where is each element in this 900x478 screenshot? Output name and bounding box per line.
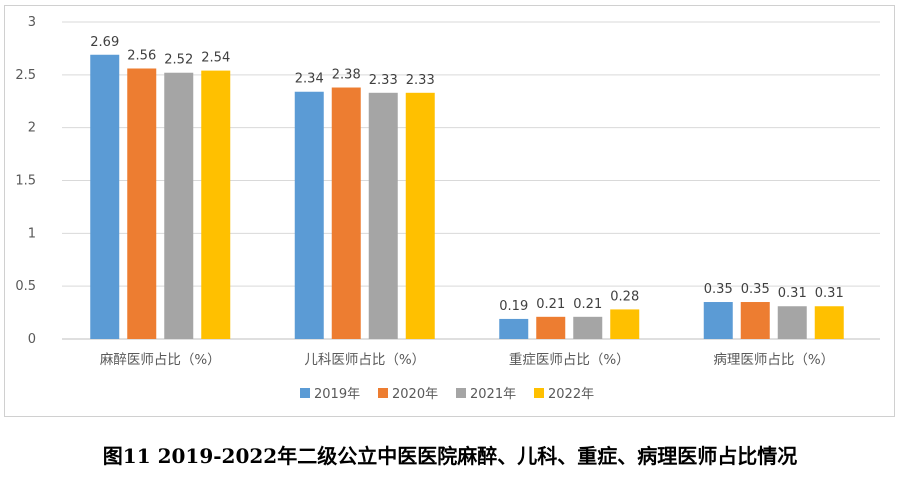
y-tick-label: 3 [28,15,36,30]
bar-3-4 [777,306,807,339]
legend-swatch [534,388,544,398]
legend-label: 2019年 [314,387,360,402]
figure-caption: 图11 2019-2022年二级公立中医医院麻醉、儿科、重症、病理医师占比情况 [102,444,798,468]
bar-4-1 [201,70,231,340]
category-label: 重症医师占比（%） [509,352,630,368]
y-tick-label: 1 [28,226,36,241]
category-label: 麻醉医师占比（%） [100,352,221,368]
bar-1-4 [703,302,733,339]
data-label: 0.35 [704,282,733,297]
bar-2-3 [536,316,566,339]
bar-4-2 [405,92,435,340]
y-tick-label: 0 [28,332,36,347]
data-label: 2.34 [295,72,324,87]
legend-label: 2022年 [548,387,594,402]
bar-2-4 [740,302,770,339]
legend-swatch [378,388,388,398]
legend-swatch [300,388,310,398]
data-label: 2.52 [164,53,193,68]
legend-label: 2021年 [470,387,516,402]
y-tick-label: 0.5 [15,279,36,294]
bar-1-1 [90,54,120,340]
data-label: 0.21 [536,297,565,312]
data-label: 2.33 [369,73,398,88]
bar-chart: 0 0.5 1 1.5 2 2.5 3 2.69 2.56 2.52 2.54 麻醉医师占比（%） 2.… [15,15,880,402]
data-label: 0.21 [573,297,602,312]
category-label: 病理医师占比（%） [713,352,834,368]
bar-3-1 [164,72,194,339]
data-label: 0.19 [499,299,528,314]
bar-4-3 [610,309,640,339]
bar-2-1 [127,68,157,339]
bar-1-3 [499,318,529,339]
data-label: 2.69 [90,35,119,50]
y-tick-label: 1.5 [15,174,36,189]
bar-3-3 [573,316,603,339]
bar-4-4 [814,306,844,339]
bar-3-2 [368,92,398,340]
data-label: 0.28 [610,289,639,304]
category-label: 儿科医师占比（%） [304,352,425,368]
data-label: 0.31 [778,286,807,301]
data-label: 2.38 [332,68,361,83]
data-label: 2.54 [201,51,230,66]
bar-2-2 [331,87,361,339]
data-label: 0.31 [815,286,844,301]
y-tick-label: 2.5 [15,68,36,83]
bar-1-2 [294,91,324,340]
legend-swatch [456,388,466,398]
data-label: 2.33 [406,73,435,88]
data-label: 0.35 [741,282,770,297]
legend-label: 2020年 [392,387,438,402]
y-tick-label: 2 [28,121,36,136]
data-label: 2.56 [127,48,156,63]
